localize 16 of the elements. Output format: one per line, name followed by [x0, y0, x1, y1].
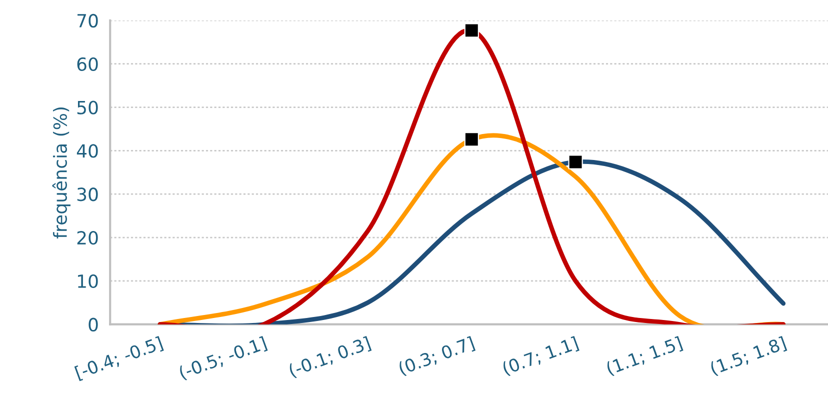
y-tick-label: 0: [88, 318, 98, 332]
y-tick-label: 60: [77, 57, 98, 71]
y-tick-label: 10: [78, 274, 98, 288]
x-tick-label: (1.1; 1.5]: [606, 336, 684, 377]
x-tick-label: (-0.1; 0.3]: [288, 336, 372, 380]
y-tick-label: 50: [77, 100, 98, 114]
y-axis-title: frequência (%): [52, 107, 70, 238]
y-tick-label: 70: [78, 14, 98, 28]
y-tick-label: 30: [77, 188, 98, 202]
x-tick-label: (0.3; 0.7]: [398, 336, 476, 377]
x-tick-label: (1.5; 1.8]: [709, 336, 788, 377]
x-tick-label: (0.7; 1.1]: [502, 336, 580, 377]
y-tick-label: 20: [77, 230, 98, 245]
y-tick-label: 40: [76, 144, 98, 158]
x-tick-label: (-0.5; -0.1]: [178, 336, 268, 382]
x-tick-label: [-0.4; -0.5]: [74, 336, 164, 382]
